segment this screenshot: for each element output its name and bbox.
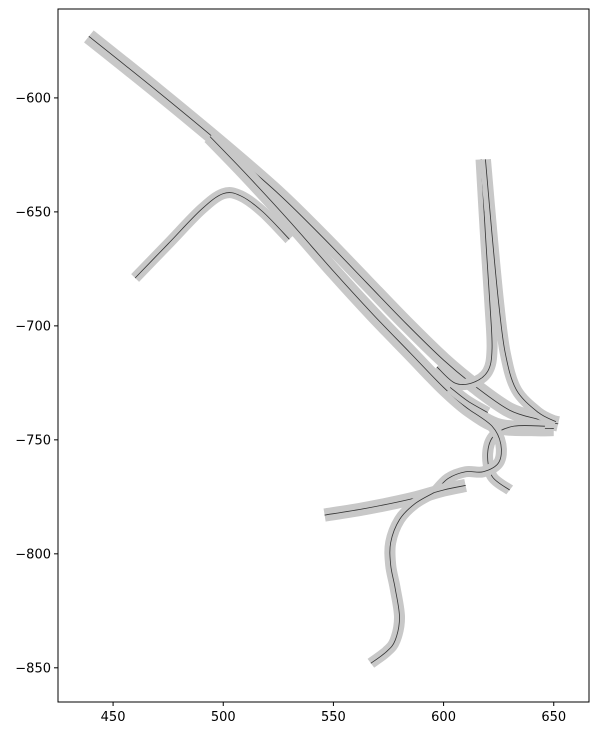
x-tick-label: 550 — [321, 710, 346, 725]
road-east-loop — [482, 419, 546, 495]
road-surface — [479, 158, 559, 427]
road-main-corridor — [84, 30, 560, 432]
lane-centerline — [487, 425, 545, 491]
lane-divider — [88, 36, 559, 425]
lane-centerline — [434, 409, 502, 493]
lane-centerline — [370, 491, 435, 664]
road-north-ramp — [433, 159, 498, 391]
y-tick-label: −700 — [15, 319, 51, 334]
y-tick-label: −650 — [15, 205, 51, 220]
x-tick-label: 650 — [541, 710, 566, 725]
lane-centerline — [134, 192, 290, 279]
x-tick-label: 600 — [431, 710, 456, 725]
road-center-loop — [430, 405, 507, 497]
road-surface — [204, 131, 554, 437]
road-west-loop-ramp — [131, 187, 294, 282]
road-surface — [367, 487, 438, 668]
lane-divider — [324, 485, 466, 516]
plot-frame — [57, 8, 590, 703]
x-tick-label: 500 — [211, 710, 236, 725]
y-tick-label: −850 — [15, 661, 51, 676]
y-axis: −600 −650 −700 −750 −800 −850 — [15, 91, 58, 676]
y-tick-label: −600 — [15, 91, 51, 106]
x-axis: 450 500 550 600 650 — [101, 702, 566, 725]
road-south-road — [367, 487, 438, 668]
road-southwest-road — [323, 478, 467, 522]
y-tick-label: −800 — [15, 547, 51, 562]
x-tick-label: 450 — [101, 710, 126, 725]
road-parallel-road — [204, 131, 554, 437]
lane-centerline — [436, 159, 493, 385]
lane-centerline — [485, 159, 557, 422]
lane-centerline — [449, 387, 488, 413]
road-layer — [84, 30, 560, 668]
y-tick-label: −750 — [15, 433, 51, 448]
road-crossover-link — [446, 383, 491, 418]
road-north-main-branch — [479, 158, 559, 427]
